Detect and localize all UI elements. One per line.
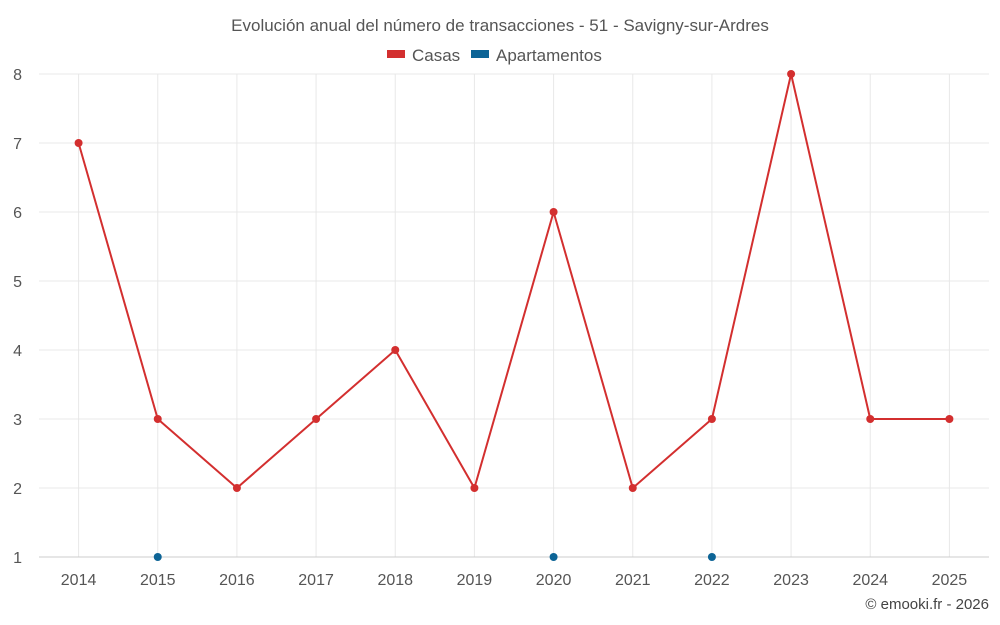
- gridlines: [39, 73, 989, 557]
- data-point-casas[interactable]: [391, 346, 400, 354]
- credit-text: © emooki.fr - 2026: [865, 596, 989, 613]
- y-tick-label: 4: [13, 343, 22, 360]
- x-tick-label: 2018: [377, 572, 413, 589]
- data-point-casas[interactable]: [470, 484, 479, 492]
- data-point-casas[interactable]: [74, 139, 83, 147]
- x-tick-label: 2016: [219, 572, 255, 589]
- chart-title: Evolución anual del número de transaccio…: [231, 16, 769, 35]
- legend-label-casas[interactable]: Casas: [412, 46, 460, 65]
- data-point-apartamentos[interactable]: [707, 553, 716, 561]
- y-tick-label: 2: [13, 481, 22, 498]
- x-tick-label: 2014: [61, 572, 97, 589]
- y-tick-label: 8: [13, 67, 22, 84]
- x-tick-label: 2019: [457, 572, 493, 589]
- series-line-casas: [77, 73, 950, 489]
- data-point-apartamentos[interactable]: [153, 553, 162, 561]
- legend: Casas Apartamentos: [387, 46, 602, 65]
- x-tick-label: 2020: [536, 572, 572, 589]
- plot-area: [74, 70, 954, 561]
- y-tick-label: 7: [13, 136, 22, 153]
- legend-swatch-apartamentos[interactable]: [471, 50, 489, 58]
- data-point-apartamentos[interactable]: [549, 553, 558, 561]
- x-tick-label: 2017: [298, 572, 334, 589]
- data-point-casas[interactable]: [787, 70, 796, 78]
- x-tick-label: 2022: [694, 572, 730, 589]
- data-point-casas[interactable]: [945, 415, 954, 423]
- x-axis: 2014 2015 2016 2017 2018 2019 2020 2021 2022 2023…: [39, 556, 989, 589]
- y-tick-label: 1: [13, 550, 22, 567]
- y-tick-label: 5: [13, 274, 22, 291]
- data-point-casas[interactable]: [866, 415, 875, 423]
- x-tick-label: 2021: [615, 572, 651, 589]
- data-point-casas[interactable]: [628, 484, 637, 492]
- y-tick-label: 6: [13, 205, 22, 222]
- data-point-casas[interactable]: [153, 415, 162, 423]
- x-tick-label: 2024: [852, 572, 888, 589]
- legend-label-apartamentos[interactable]: Apartamentos: [496, 46, 602, 65]
- legend-swatch-casas[interactable]: [387, 50, 405, 58]
- x-tick-label: 2015: [140, 572, 176, 589]
- data-point-casas[interactable]: [312, 415, 321, 423]
- data-point-casas[interactable]: [707, 415, 716, 423]
- data-point-casas[interactable]: [232, 484, 241, 492]
- y-tick-label: 3: [13, 412, 22, 429]
- x-tick-label: 2025: [932, 572, 968, 589]
- y-axis: 1 2 3 4 5 6 7 8: [13, 67, 22, 567]
- x-tick-label: 2023: [773, 572, 809, 589]
- data-point-casas[interactable]: [549, 208, 558, 216]
